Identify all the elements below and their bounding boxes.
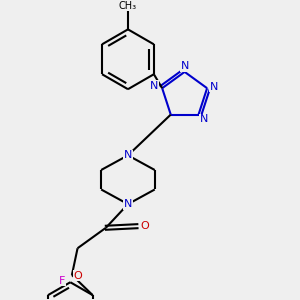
Text: CH₃: CH₃ [119, 1, 137, 11]
Text: N: N [210, 82, 218, 92]
Text: F: F [59, 276, 66, 286]
Text: N: N [124, 150, 132, 160]
Text: O: O [140, 221, 149, 231]
Text: N: N [124, 199, 132, 209]
Text: O: O [73, 271, 82, 281]
Text: N: N [150, 81, 158, 91]
Text: N: N [200, 114, 208, 124]
Text: N: N [181, 61, 189, 71]
